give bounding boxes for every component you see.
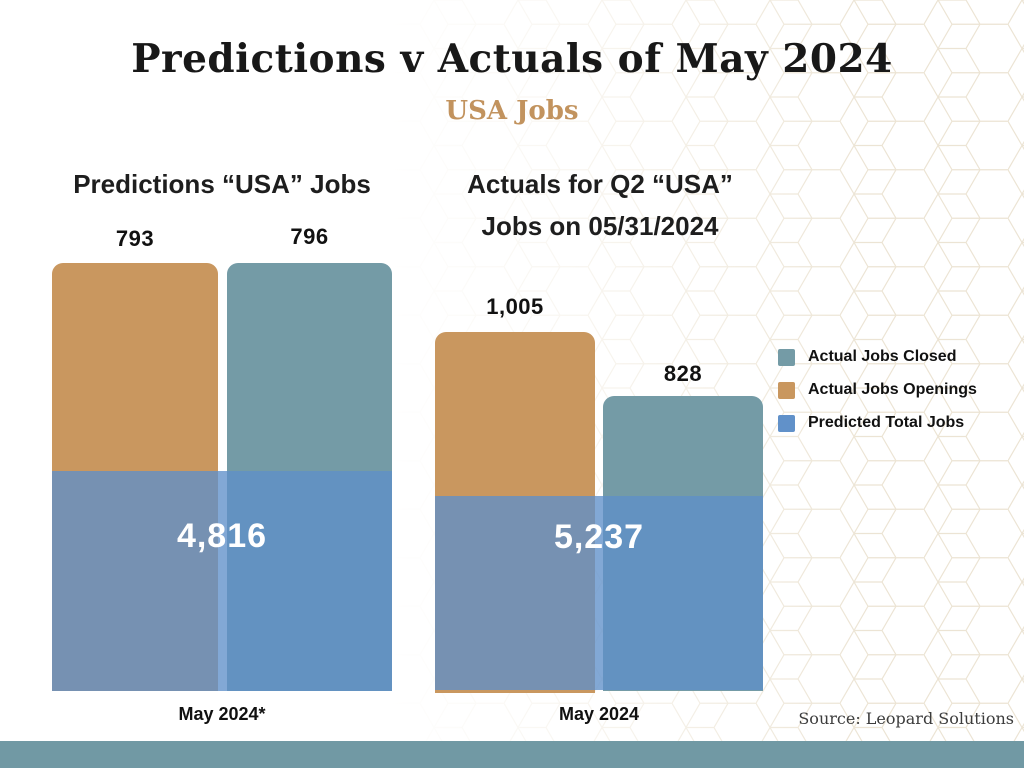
actuals-x-axis-label: May 2024 [558, 704, 640, 724]
actuals-openings-value: 1,005 [486, 294, 544, 319]
legend-swatch-teal [778, 348, 795, 366]
legend-swatch-blue [778, 414, 795, 432]
predictions-x-axis-label: May 2024* [178, 704, 266, 724]
predictions-openings-value: 793 [115, 226, 155, 251]
legend-label: Predicted Total Jobs [808, 414, 965, 431]
page-subtitle: USA Jobs [445, 96, 579, 126]
legend-swatch-tan [778, 381, 795, 399]
source-attribution: Source: Leopard Solutions [798, 709, 1014, 728]
footer-band [0, 741, 1024, 768]
legend-label: Actual Jobs Openings [808, 381, 977, 398]
actuals-chart-title-line2: Jobs on 05/31/2024 [481, 211, 719, 241]
actuals-predicted-total-bar: 5,237 [435, 496, 763, 690]
actuals-closed-value: 828 [663, 361, 703, 386]
legend-item-predicted-total-jobs: Predicted Total Jobs [778, 414, 977, 432]
legend: Actual Jobs Closed Actual Jobs Openings … [778, 348, 977, 447]
page-title: Predictions v Actuals of May 2024 [131, 36, 893, 82]
predictions-chart-title: Predictions “USA” Jobs [73, 169, 371, 199]
legend-item-actual-jobs-closed: Actual Jobs Closed [778, 348, 977, 366]
actuals-chart-title-line1: Actuals for Q2 “USA” [467, 169, 733, 199]
actuals-predicted-total-value: 5,237 [553, 518, 645, 556]
actuals-chart-title: Actuals for Q2 “USA” Jobs on 05/31/2024 [424, 163, 776, 247]
predictions-predicted-total-value: 4,816 [176, 517, 268, 555]
legend-label: Actual Jobs Closed [808, 348, 957, 365]
predictions-closed-value: 796 [290, 224, 329, 249]
predictions-predicted-total-bar: 4,816 [52, 471, 392, 691]
legend-item-actual-jobs-openings: Actual Jobs Openings [778, 381, 977, 399]
